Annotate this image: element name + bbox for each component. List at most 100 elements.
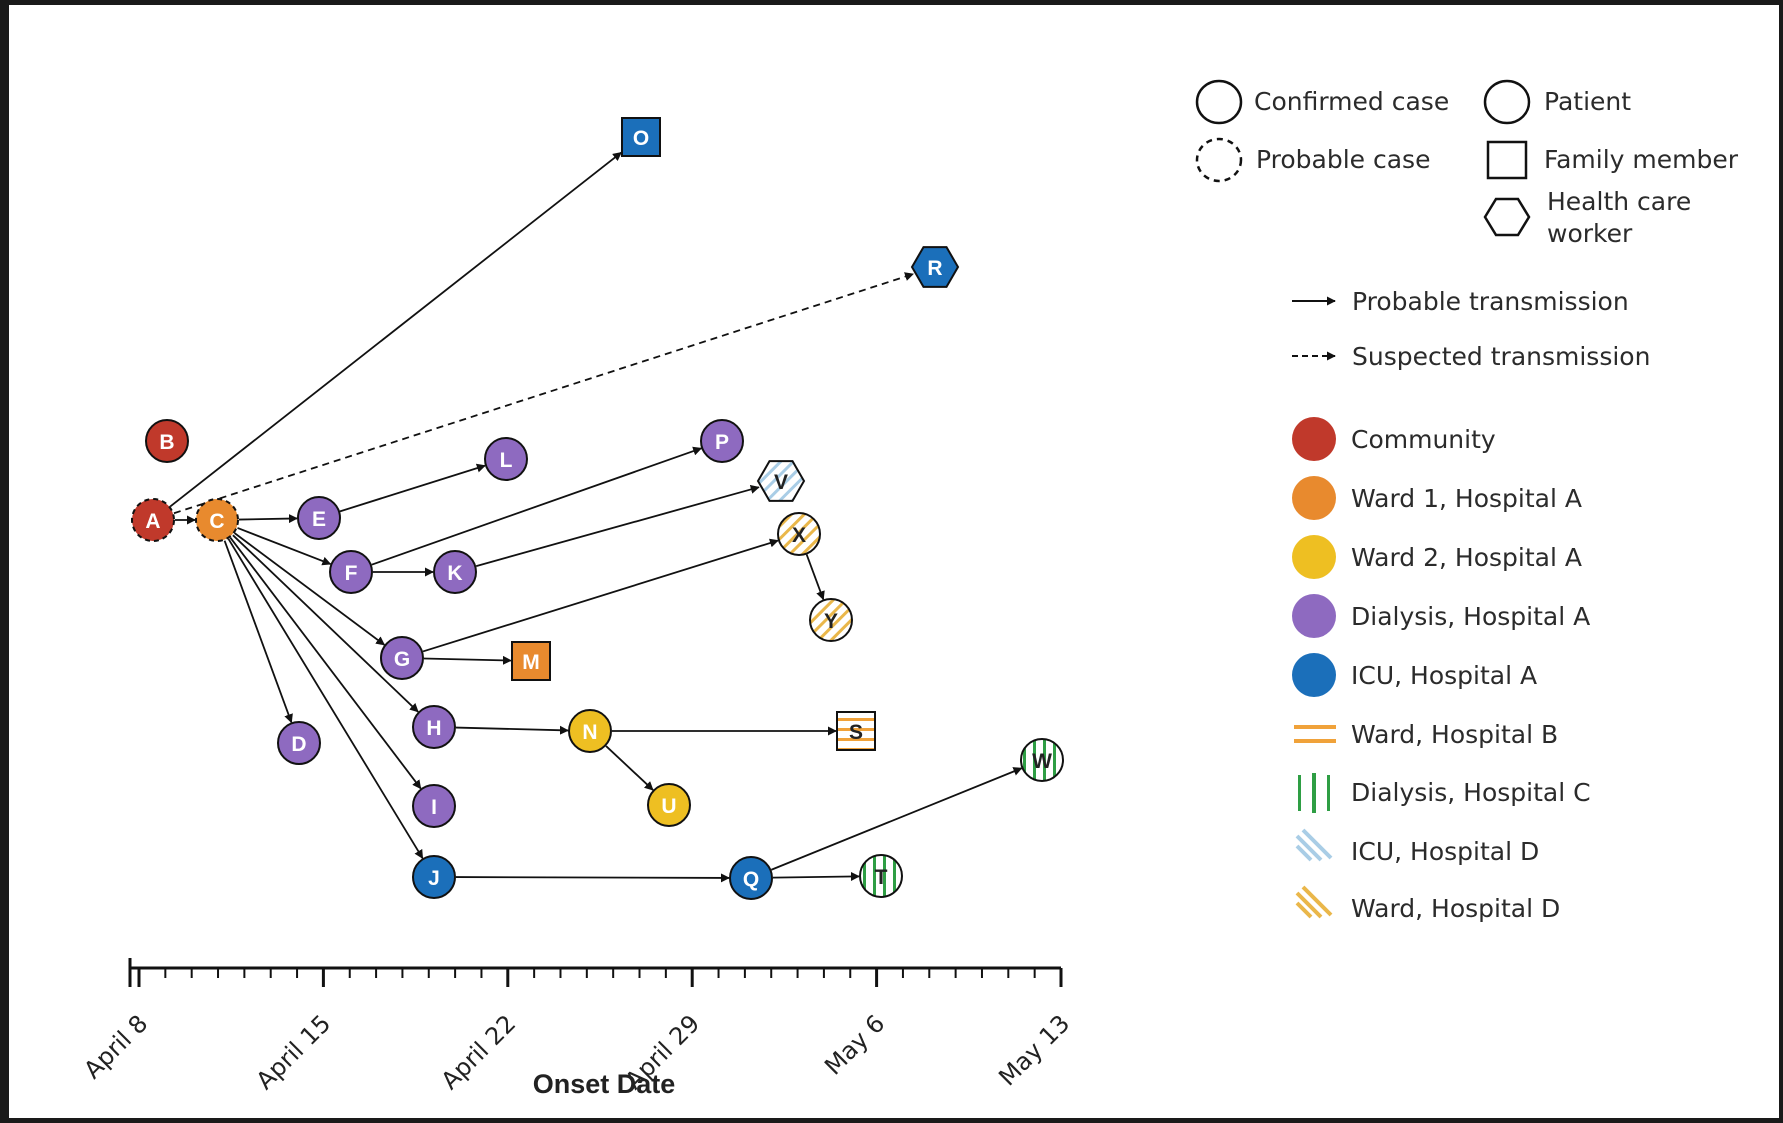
case-label-l: L [500,449,513,472]
case-node-n: N [568,709,612,753]
case-node-l: L [484,437,528,481]
transmission-diagram: A B C D E F G H I J K L M N O P Q R S T U V W X Y April 8 April … [78,79,1739,1099]
case-shape-v [756,460,806,502]
case-shape-b [145,419,189,463]
case-shape-k [433,550,477,594]
case-shape-g [380,636,424,680]
tick-label-april-8: April 8 [78,1009,153,1084]
case-shape-r [910,246,960,288]
case-label-k: K [447,562,462,585]
case-shape-s [836,711,876,751]
case-shape-p [700,419,744,463]
case-nodes: A B C D E F G H I J K L M N O P Q R S T U V W X Y [131,117,1064,900]
edge-q-to-w [771,767,1023,871]
case-node-m: M [511,641,551,681]
legend-health-care-worker-label-line2: worker [1547,219,1633,248]
case-label-h: H [426,717,441,740]
case-label-s: S [849,721,863,744]
legend-patient-icon [1483,79,1531,125]
legend-dialysis-hospital-a-swatch [1292,594,1336,638]
case-node-q: Q [729,856,773,900]
edge-c-to-h [232,534,419,713]
case-shape-m [511,641,551,681]
edge-g-to-x [422,538,779,653]
case-shape-h [412,705,456,749]
case-label-v: V [774,471,788,494]
case-label-p: P [715,431,729,454]
edge-k-to-v [475,485,760,567]
case-node-y: Y [809,598,853,642]
case-label-o: O [633,127,649,150]
legend-icu-hospital-d-label: ICU, Hospital D [1351,837,1539,866]
case-shape-j [412,855,456,899]
legend-probable-case-label: Probable case [1256,145,1430,174]
legend-family-member-label: Family member [1544,145,1739,174]
case-node-j: J [412,855,456,899]
edge-q-to-t [772,871,860,881]
case-label-r: R [927,257,942,280]
case-label-t: T [875,866,888,889]
tick-label-may-6: May 6 [819,1009,890,1080]
case-label-f: F [345,562,358,585]
case-node-u: U [647,783,691,827]
case-label-a: A [145,510,160,533]
case-shape-x [777,512,821,556]
axis-ticks [128,958,1063,987]
case-shape-q [729,856,773,900]
case-label-u: U [661,795,676,818]
edge-c-to-j [227,538,424,859]
case-label-w: W [1032,750,1052,773]
legend-ward1-hospital-a-label: Ward 1, Hospital A [1351,484,1582,513]
case-node-h: H [412,705,456,749]
legend-dialysis-hospital-a-label: Dialysis, Hospital A [1351,602,1590,631]
case-node-s: S [836,711,876,751]
case-shape-y [809,598,853,642]
case-label-i: I [431,796,437,819]
case-shape-t [859,854,903,898]
legend-icu-hospital-d-swatch [1295,828,1333,862]
legend-health-care-worker-label-line1: Health care [1547,187,1691,216]
edge-c-to-d [223,540,293,724]
case-node-c: C [195,498,239,542]
edge-h-to-n [455,725,569,735]
edge-n-to-u [605,745,654,791]
edge-a-to-o [169,151,622,508]
case-label-d: D [291,733,306,756]
legend-ward2-hospital-a-label: Ward 2, Hospital A [1351,543,1582,572]
case-label-j: J [428,867,440,890]
edge-g-to-m [423,655,512,665]
legend-confirmed-case-icon [1195,79,1243,125]
case-shape-a [131,498,175,542]
legend-ward2-hospital-a-swatch [1292,535,1336,579]
case-node-x: X [777,512,821,556]
legend-family-member-icon [1486,140,1528,180]
legend-ward-hospital-b-label: Ward, Hospital B [1351,720,1558,749]
legend-dialysis-hospital-c-swatch [1298,773,1330,813]
case-node-p: P [700,419,744,463]
case-node-r: R [910,246,960,288]
edge-c-to-f [237,527,332,566]
legend-dialysis-hospital-c-label: Dialysis, Hospital C [1351,778,1591,807]
case-shape-o [621,117,661,157]
legend-ward-hospital-d-swatch [1295,885,1333,919]
edge-f-to-p [371,446,703,566]
case-label-e: E [312,508,326,531]
case-node-v: V [756,460,806,502]
case-label-c: C [209,510,224,533]
case-label-n: N [582,721,597,744]
case-shape-f [329,550,373,594]
case-node-b: B [145,419,189,463]
legend-icu-hospital-a-swatch [1292,653,1336,697]
case-shape-u [647,783,691,827]
legend-probable-case-icon [1195,137,1243,183]
edge-c-to-g [234,532,386,646]
case-shape-c [195,498,239,542]
legend-ward-hospital-b-swatch [1294,725,1336,743]
edge-a-to-r [173,272,914,515]
case-node-w: W [1020,738,1064,782]
case-node-a: A [131,498,175,542]
legend-community-label: Community [1351,425,1496,454]
legend-ward-hospital-d-label: Ward, Hospital D [1351,894,1560,923]
case-shape-i [412,784,456,828]
legend-community-swatch [1292,417,1336,461]
